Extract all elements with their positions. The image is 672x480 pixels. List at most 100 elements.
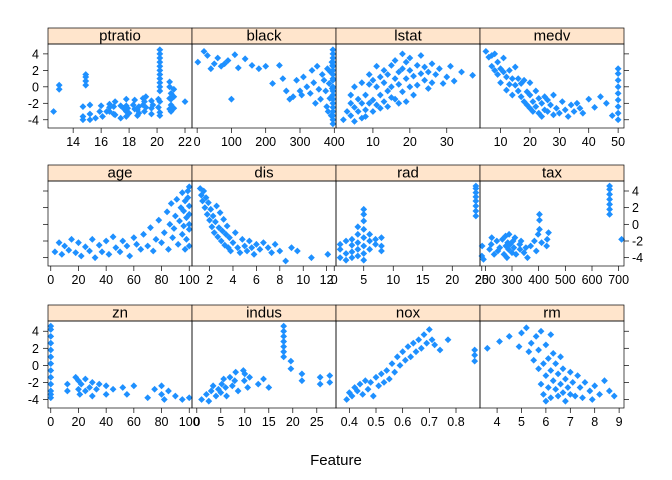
data-point-rm-12 xyxy=(537,327,545,335)
strip-label-ptratio: ptratio xyxy=(99,28,141,45)
data-point-dis-7 xyxy=(204,199,212,207)
data-point-black-27 xyxy=(306,90,314,97)
data-point-rm-29 xyxy=(554,370,562,378)
x-tick-label-nox-4: 0.8 xyxy=(447,415,464,429)
x-tick-label-nox-2: 0.6 xyxy=(394,415,411,429)
x-tick-label-medv-4: 50 xyxy=(611,135,625,149)
data-point-dis-37 xyxy=(252,240,260,248)
data-point-indus-13 xyxy=(228,382,236,390)
data-point-age-22 xyxy=(126,252,134,260)
data-point-lstat-29 xyxy=(380,79,388,87)
data-point-lstat-38 xyxy=(391,95,399,103)
data-point-zn-14 xyxy=(63,380,71,388)
data-point-age-56 xyxy=(185,225,193,233)
data-point-ptratio-60 xyxy=(156,54,164,62)
data-point-ptratio-61 xyxy=(156,46,164,54)
data-point-rad-23 xyxy=(366,245,374,253)
data-point-ptratio-39 xyxy=(135,103,143,110)
x-tick-label-rad-0: 0 xyxy=(331,273,338,287)
data-point-rm-28 xyxy=(554,392,562,400)
x-tick-label-rm-1: 5 xyxy=(518,415,525,429)
data-point-ptratio-52 xyxy=(155,104,162,111)
data-point-ptratio-46 xyxy=(142,104,150,111)
data-point-black-63 xyxy=(329,95,337,103)
data-point-lstat-40 xyxy=(395,80,403,88)
data-point-zn-17 xyxy=(75,377,82,385)
data-point-medv-62 xyxy=(614,109,622,117)
x-tick-label-zn-0: 0 xyxy=(47,415,54,429)
data-point-tax-22 xyxy=(511,234,519,242)
data-point-indus-8 xyxy=(218,380,226,388)
data-point-nox-25 xyxy=(409,339,417,347)
data-point-medv-10 xyxy=(500,68,507,76)
data-point-rad-9 xyxy=(348,254,356,262)
x-tick-label-rm-3: 7 xyxy=(567,415,574,429)
data-point-lstat-16 xyxy=(365,99,373,107)
data-point-rad-1 xyxy=(336,245,344,253)
data-point-tax-33 xyxy=(534,230,542,238)
data-point-zn-25 xyxy=(93,385,100,393)
data-point-zn-1 xyxy=(47,387,55,395)
data-point-zn-6 xyxy=(47,353,55,361)
data-point-nox-9 xyxy=(367,379,375,386)
data-point-medv-53 xyxy=(573,99,581,107)
data-point-medv-63 xyxy=(614,103,622,110)
data-point-age-24 xyxy=(133,240,141,248)
data-point-black-59 xyxy=(329,104,337,111)
data-point-tax-16 xyxy=(505,245,512,253)
data-point-rm-24 xyxy=(549,350,557,357)
data-point-lstat-58 xyxy=(421,76,429,84)
data-point-zn-10 xyxy=(47,326,55,333)
data-point-lstat-2 xyxy=(347,112,355,120)
data-point-lstat-28 xyxy=(380,98,388,106)
data-point-ptratio-9 xyxy=(82,71,90,78)
data-point-zn-11 xyxy=(47,322,55,330)
panel-rm: rm 4 5 6 7 8 9 xyxy=(479,305,629,429)
data-point-age-42 xyxy=(174,240,182,248)
y-tick-label-ptratio-3: 2 xyxy=(32,64,39,78)
data-point-dis-34 xyxy=(245,237,253,245)
data-point-black-57 xyxy=(329,87,337,95)
data-point-medv-31 xyxy=(529,98,537,106)
data-point-black-58 xyxy=(329,46,337,54)
data-point-lstat-34 xyxy=(387,83,395,91)
x-tick-label-ptratio-3: 20 xyxy=(150,135,164,149)
data-point-dis-26 xyxy=(227,247,235,255)
data-point-ptratio-6 xyxy=(82,81,90,89)
panel-frame-black xyxy=(191,43,337,129)
data-point-lstat-56 xyxy=(417,70,425,78)
data-point-rm-7 xyxy=(527,339,535,347)
data-point-ptratio-50 xyxy=(149,101,157,109)
strip-label-tax: tax xyxy=(542,165,563,182)
data-point-dis-36 xyxy=(250,250,258,258)
y-tick-label-ptratio-0: -4 xyxy=(28,113,39,127)
y-tick-label-tax-1: -2 xyxy=(632,235,643,249)
data-point-ptratio-51 xyxy=(155,95,162,103)
data-point-lstat-26 xyxy=(376,104,384,112)
data-point-nox-20 xyxy=(396,361,404,369)
data-point-rm-19 xyxy=(544,355,552,362)
data-point-age-41 xyxy=(173,195,181,203)
data-point-lstat-19 xyxy=(369,96,377,104)
x-tick-label-zn-5: 100 xyxy=(179,415,200,429)
data-point-rad-25 xyxy=(366,230,374,238)
data-point-dis-13 xyxy=(212,218,219,226)
y-tick-label-tax-0: -4 xyxy=(632,251,643,265)
data-point-tax-15 xyxy=(504,239,512,247)
data-point-medv-38 xyxy=(538,113,546,120)
data-point-indus-36 xyxy=(316,373,324,381)
data-point-black-47 xyxy=(329,99,337,107)
data-point-lstat-4 xyxy=(347,91,355,99)
data-point-medv-14 xyxy=(505,66,513,74)
data-point-ptratio-10 xyxy=(86,101,94,109)
data-point-zn-23 xyxy=(88,379,96,386)
data-point-nox-28 xyxy=(417,344,425,352)
data-point-lstat-55 xyxy=(413,81,421,89)
x-tick-label-black-4: 400 xyxy=(324,135,345,149)
data-point-medv-60 xyxy=(608,112,616,120)
data-point-rad-27 xyxy=(372,235,379,243)
data-point-dis-32 xyxy=(241,242,249,250)
data-point-rm-4 xyxy=(518,329,525,337)
data-point-nox-32 xyxy=(428,336,436,344)
data-point-medv-58 xyxy=(597,93,604,101)
